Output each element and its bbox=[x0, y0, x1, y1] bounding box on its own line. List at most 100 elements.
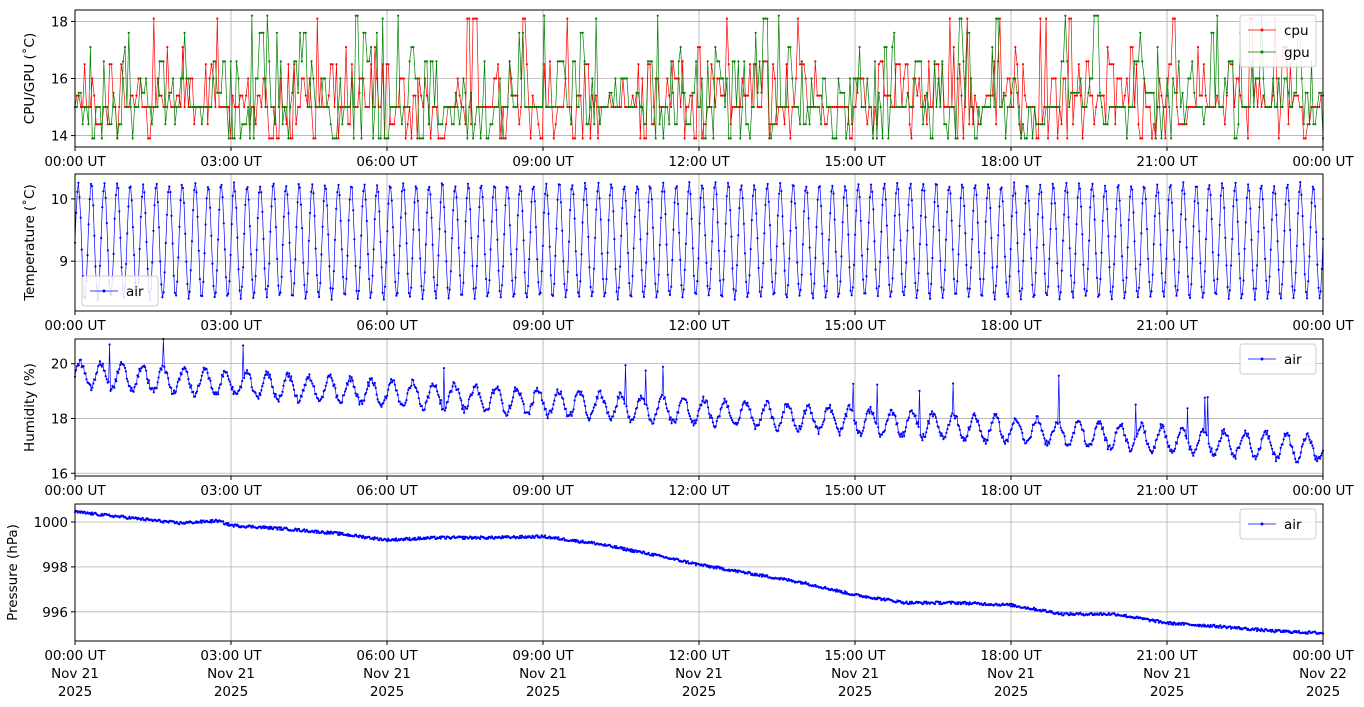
data-point bbox=[1296, 461, 1300, 464]
data-point bbox=[1277, 268, 1280, 271]
data-point bbox=[268, 262, 271, 265]
data-point bbox=[218, 105, 221, 109]
data-point bbox=[406, 272, 409, 275]
data-point bbox=[679, 401, 682, 404]
data-point bbox=[597, 181, 600, 184]
data-point bbox=[97, 364, 101, 367]
data-point bbox=[648, 60, 652, 63]
data-point bbox=[415, 187, 418, 190]
data-point bbox=[1118, 425, 1121, 428]
data-point bbox=[476, 386, 479, 389]
data-point bbox=[945, 431, 948, 434]
data-point bbox=[962, 60, 965, 63]
data-point bbox=[929, 413, 933, 416]
data-point bbox=[971, 238, 974, 241]
data-point bbox=[1031, 105, 1034, 109]
data-point bbox=[209, 379, 212, 382]
data-point bbox=[1023, 233, 1026, 236]
data-point bbox=[795, 427, 798, 430]
data-point bbox=[613, 410, 617, 414]
data-point bbox=[806, 191, 809, 194]
data-point bbox=[871, 137, 875, 140]
data-point bbox=[106, 249, 109, 252]
data-point bbox=[1057, 611, 1060, 614]
data-point bbox=[1316, 460, 1319, 463]
data-point bbox=[829, 403, 832, 406]
data-point bbox=[449, 270, 452, 273]
data-point bbox=[723, 105, 727, 109]
data-point bbox=[1089, 77, 1092, 80]
data-point bbox=[605, 405, 608, 408]
data-point bbox=[986, 439, 989, 442]
data-point bbox=[268, 376, 271, 379]
data-point bbox=[693, 91, 696, 94]
data-point bbox=[1011, 194, 1015, 197]
data-point bbox=[179, 77, 182, 80]
data-point bbox=[276, 528, 279, 531]
data-point bbox=[727, 568, 731, 571]
data-point bbox=[408, 60, 411, 63]
data-point bbox=[1100, 105, 1103, 109]
data-point bbox=[862, 426, 865, 429]
data-point bbox=[1105, 439, 1108, 442]
data-point bbox=[591, 77, 594, 80]
data-point bbox=[812, 105, 815, 109]
data-point bbox=[977, 419, 980, 422]
x-tick-label: 18:00 UT bbox=[980, 483, 1042, 499]
data-point bbox=[458, 274, 462, 277]
data-point bbox=[92, 204, 95, 207]
data-point bbox=[292, 388, 296, 391]
data-point bbox=[1009, 605, 1012, 608]
data-point bbox=[709, 267, 713, 271]
data-point bbox=[1212, 279, 1216, 282]
data-point bbox=[1271, 77, 1275, 80]
data-point bbox=[220, 105, 223, 109]
data-point bbox=[662, 137, 665, 140]
data-point bbox=[145, 240, 148, 244]
data-point bbox=[370, 46, 373, 49]
data-point bbox=[393, 254, 396, 257]
data-point bbox=[308, 105, 311, 109]
data-point bbox=[194, 182, 197, 185]
data-point bbox=[112, 252, 115, 255]
data-point bbox=[441, 123, 444, 126]
data-point bbox=[807, 403, 811, 406]
data-point bbox=[796, 261, 799, 264]
data-point bbox=[1008, 275, 1011, 278]
data-point bbox=[722, 402, 725, 405]
data-point bbox=[452, 105, 455, 109]
data-point bbox=[208, 521, 211, 524]
data-point bbox=[818, 185, 822, 188]
data-point bbox=[1033, 105, 1036, 109]
data-point bbox=[914, 60, 917, 63]
data-point bbox=[139, 215, 142, 218]
data-point bbox=[736, 421, 740, 424]
data-point bbox=[1165, 257, 1168, 260]
data-point bbox=[655, 296, 658, 299]
data-point bbox=[751, 416, 754, 419]
data-point bbox=[506, 105, 509, 109]
data-point bbox=[787, 46, 790, 49]
data-point bbox=[1252, 105, 1255, 109]
data-point bbox=[839, 105, 842, 109]
data-point bbox=[241, 379, 244, 383]
data-point bbox=[1177, 60, 1180, 63]
data-point bbox=[1111, 285, 1114, 288]
data-point bbox=[841, 91, 844, 94]
data-point bbox=[796, 105, 800, 109]
data-point bbox=[378, 402, 381, 405]
data-point bbox=[227, 522, 230, 525]
data-point bbox=[189, 386, 192, 389]
data-point bbox=[912, 226, 915, 229]
data-point bbox=[506, 186, 509, 189]
data-point bbox=[1220, 437, 1223, 440]
data-point bbox=[436, 390, 439, 393]
data-point bbox=[341, 531, 344, 535]
data-point bbox=[842, 421, 845, 424]
data-point bbox=[193, 123, 196, 126]
data-point bbox=[1173, 258, 1176, 261]
data-point bbox=[623, 105, 627, 109]
data-point bbox=[919, 434, 922, 437]
data-point bbox=[1118, 77, 1121, 80]
series-line bbox=[74, 182, 1324, 300]
